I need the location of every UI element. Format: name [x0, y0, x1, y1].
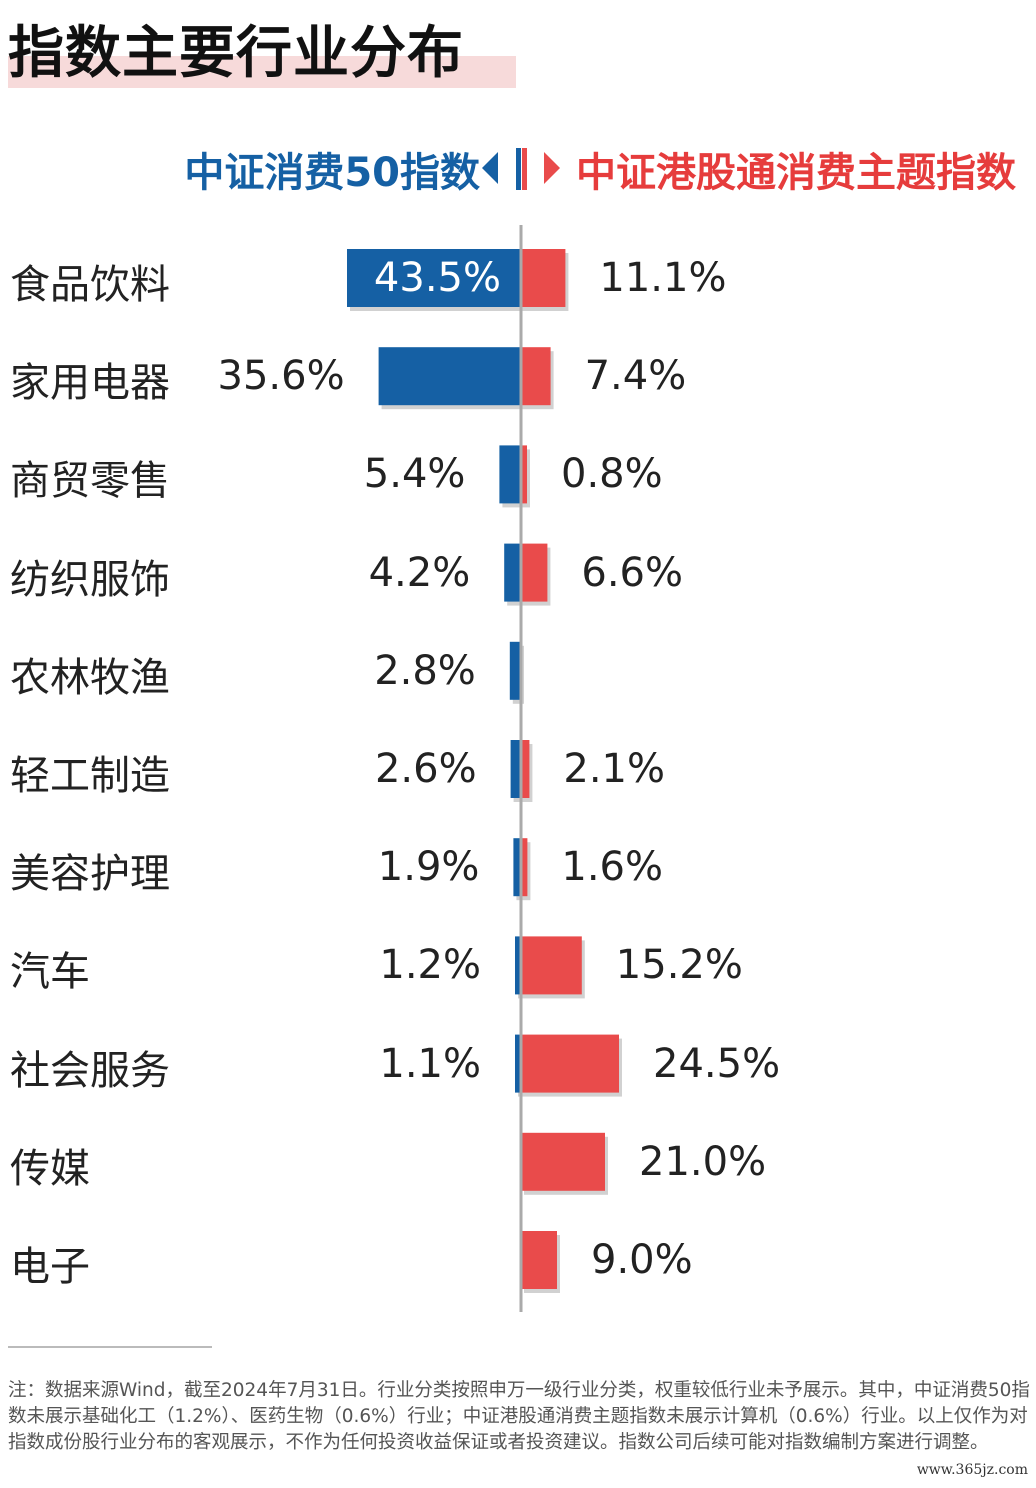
left-bar	[509, 641, 521, 700]
right-bar	[521, 936, 582, 995]
right-bar	[521, 347, 551, 406]
right-value-label: 2.1%	[563, 746, 666, 792]
diverging-bar-chart	[347, 148, 622, 1312]
footnote-divider	[8, 1346, 212, 1348]
category-label: 汽车	[10, 949, 90, 996]
right-bar	[521, 1034, 619, 1093]
left-value-label: 1.1%	[379, 1040, 481, 1087]
left-bar	[378, 347, 521, 406]
legend-separator-blue	[516, 148, 521, 190]
left-value-label: 2.8%	[374, 647, 476, 694]
right-bar	[521, 740, 530, 798]
right-bar	[521, 1231, 557, 1289]
category-label: 电子	[10, 1244, 90, 1290]
category-label: 纺织服饰	[10, 556, 170, 603]
right-value-label: 9.0%	[591, 1237, 693, 1283]
title-highlight	[8, 56, 516, 88]
footnote: 注：数据来源Wind，截至2024年7月31日。行业分类按照申万一级行业分类，权…	[8, 1380, 1030, 1453]
right-bar	[521, 445, 527, 504]
left-value-label: 4.2%	[368, 549, 471, 596]
left-value-label: 1.9%	[377, 844, 480, 891]
right-value-label: 6.6%	[581, 549, 684, 596]
left-bar	[499, 445, 521, 504]
right-value-label: 15.2%	[615, 942, 743, 989]
legend-separator-red	[522, 148, 527, 190]
left-value-label: 35.6%	[217, 353, 345, 400]
left-bar	[504, 543, 521, 602]
right-value-label: 7.4%	[584, 353, 687, 400]
bars-layer	[347, 249, 622, 1293]
right-bar	[521, 1132, 605, 1191]
category-label: 食品饮料	[10, 262, 170, 308]
left-value-label: 1.2%	[379, 942, 481, 989]
category-label: 商贸零售	[10, 458, 170, 505]
right-value-label: 21.0%	[639, 1138, 767, 1185]
legend: 中证消费50指数 中证港股通消费主题指数	[0, 140, 1036, 200]
left-bar	[347, 249, 521, 307]
category-label: 传媒	[10, 1145, 90, 1192]
legend-left-label: 中证消费50指数	[184, 150, 480, 196]
right-value-label: 24.5%	[653, 1040, 781, 1087]
legend-right-label: 中证港股通消费主题指数	[576, 150, 1016, 196]
right-value-label: 0.8%	[561, 451, 663, 498]
legend-right-arrow	[544, 152, 560, 184]
chart-title: 指数主要行业分布	[8, 21, 464, 86]
watermark: www.365jz.com	[916, 1462, 1028, 1478]
category-label: 轻工制造	[10, 753, 170, 799]
category-label: 美容护理	[10, 851, 170, 898]
left-value-label: 2.6%	[374, 746, 477, 792]
category-label: 家用电器	[10, 360, 170, 407]
right-bar	[521, 838, 528, 897]
right-bar	[521, 249, 566, 307]
category-label: 农林牧渔	[10, 654, 170, 701]
left-value-label: 5.4%	[363, 451, 466, 498]
left-bar	[510, 740, 521, 798]
left-bar	[513, 838, 521, 897]
left-bar	[515, 936, 521, 995]
category-label: 社会服务	[10, 1047, 170, 1094]
left-bar	[515, 1034, 521, 1093]
right-value-label: 11.1%	[599, 255, 727, 301]
right-value-label: 1.6%	[561, 844, 664, 891]
legend-left-arrow	[482, 152, 498, 184]
left-value-label: 43.5%	[373, 255, 501, 301]
right-bar	[521, 543, 548, 602]
title-area: 指数主要行业分布	[0, 0, 1036, 100]
